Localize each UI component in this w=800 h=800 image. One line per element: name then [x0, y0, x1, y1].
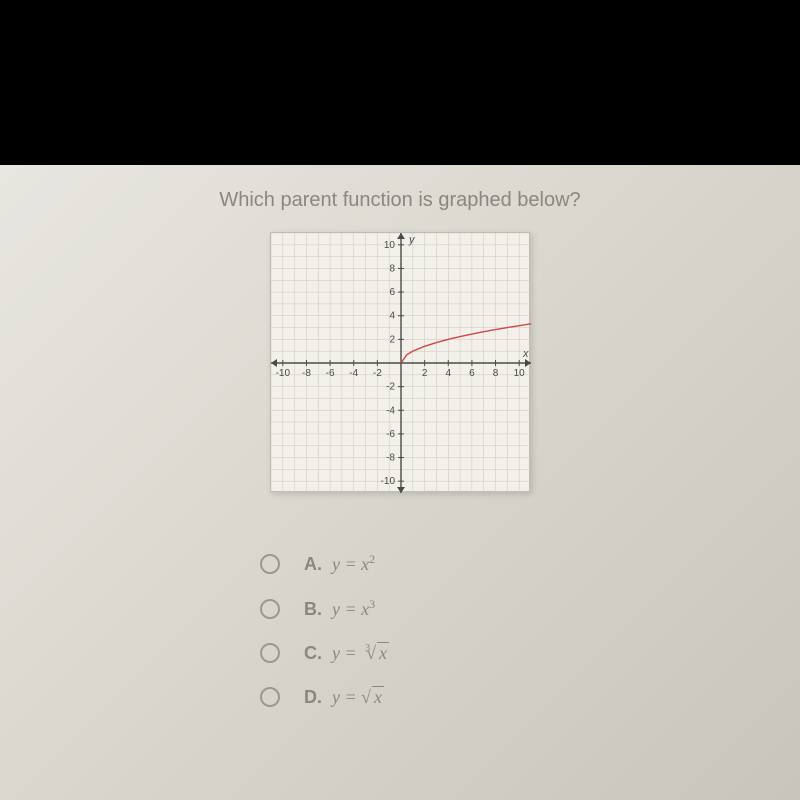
svg-text:10: 10: [514, 368, 526, 379]
answer-options: A. y = x2 B. y = x3 C. y: [260, 552, 540, 708]
radio-icon: [260, 554, 280, 574]
svg-text:-8: -8: [302, 368, 311, 379]
svg-text:-2: -2: [373, 368, 382, 379]
option-c[interactable]: C. y = 3 √ x: [260, 642, 540, 664]
svg-text:2: 2: [422, 368, 428, 379]
svg-text:-6: -6: [326, 368, 335, 379]
option-a[interactable]: A. y = x2: [260, 552, 540, 575]
option-d[interactable]: D. y = √ x: [260, 686, 540, 708]
quiz-content: Which parent function is graphed below? …: [0, 165, 800, 800]
option-b[interactable]: B. y = x3: [260, 597, 540, 620]
letterbox-top: [0, 0, 800, 165]
svg-text:-10: -10: [381, 476, 396, 487]
svg-text:6: 6: [469, 368, 475, 379]
svg-text:8: 8: [493, 368, 499, 379]
radio-icon: [260, 599, 280, 619]
svg-text:-4: -4: [349, 368, 358, 379]
svg-text:6: 6: [389, 287, 395, 298]
svg-text:-6: -6: [386, 429, 395, 440]
radio-icon: [260, 643, 280, 663]
option-a-label: A. y = x2: [304, 552, 375, 575]
graph-svg: -10 -8 -6 -4 -2 2 4 6 8 10 10 8 6 4 2 -2 -4 -6 -8 -10 y x: [271, 233, 531, 493]
question-prompt: Which parent function is graphed below?: [0, 189, 800, 212]
svg-text:y: y: [408, 234, 416, 246]
svg-text:-4: -4: [386, 405, 395, 416]
svg-text:10: 10: [384, 240, 396, 251]
option-b-label: B. y = x3: [304, 597, 375, 620]
svg-text:8: 8: [389, 263, 395, 274]
svg-text:-8: -8: [386, 453, 395, 464]
svg-text:2: 2: [389, 334, 395, 345]
option-c-label: C. y = 3 √ x: [304, 642, 389, 664]
svg-text:4: 4: [389, 311, 395, 322]
function-graph: -10 -8 -6 -4 -2 2 4 6 8 10 10 8 6 4 2 -2 -4 -6 -8 -10 y x: [270, 232, 530, 492]
svg-text:-10: -10: [276, 368, 291, 379]
svg-text:-2: -2: [386, 382, 395, 393]
radio-icon: [260, 687, 280, 707]
option-d-label: D. y = √ x: [304, 686, 384, 708]
svg-text:4: 4: [445, 368, 451, 379]
svg-text:x: x: [522, 348, 529, 360]
